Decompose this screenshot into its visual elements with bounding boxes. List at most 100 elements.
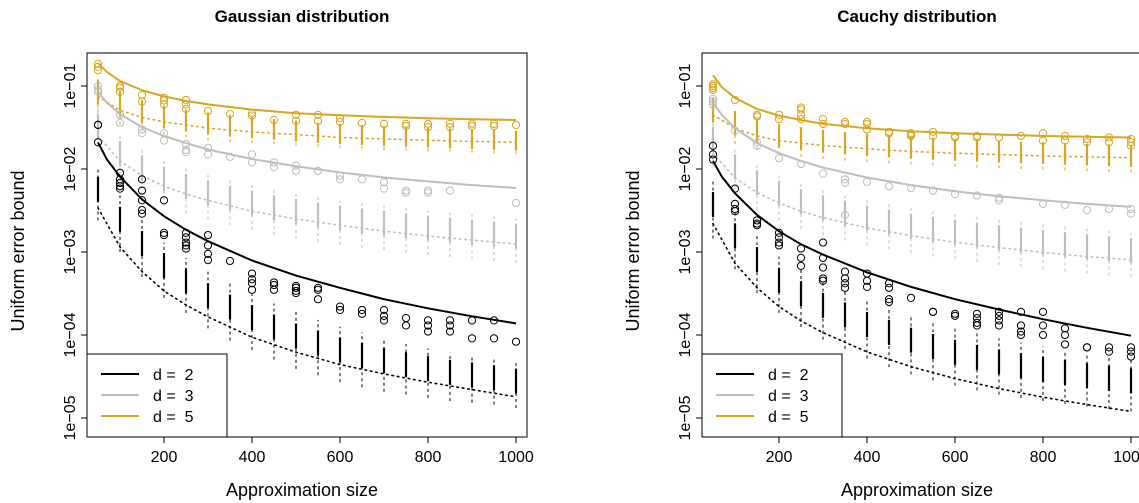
data-point	[313, 295, 323, 304]
plot-marks	[708, 74, 1136, 413]
data-point	[1060, 340, 1070, 349]
x-axis-label: Approximation size	[841, 480, 993, 500]
data-point	[357, 118, 367, 127]
data-point	[291, 286, 301, 295]
data-point	[137, 186, 147, 195]
data-point	[1126, 138, 1136, 147]
data-point	[994, 311, 1004, 320]
data-point	[181, 104, 191, 114]
data-point	[840, 283, 850, 292]
gaussian-panel: Gaussian distribution Approximation size…	[8, 7, 534, 500]
chart-title: Gaussian distribution	[215, 7, 390, 26]
data-point	[840, 267, 850, 276]
data-point	[796, 261, 806, 271]
y-tick-label: 1e−02	[62, 146, 79, 191]
data-point	[335, 305, 345, 315]
data-point	[401, 313, 411, 323]
data-point	[752, 138, 762, 147]
x-tick-label: 600	[942, 449, 969, 466]
data-point	[774, 233, 784, 242]
data-point	[159, 228, 169, 237]
data-point	[401, 121, 411, 131]
data-point	[730, 204, 740, 214]
data-point	[796, 110, 806, 119]
data-point	[137, 205, 147, 215]
data-point	[840, 274, 850, 283]
x-tick-label: 600	[327, 449, 354, 466]
y-tick-label: 1e−05	[677, 395, 694, 440]
data-point	[884, 295, 894, 304]
y-tick-label: 1e−02	[677, 146, 694, 191]
data-point	[313, 283, 323, 292]
data-point	[445, 321, 455, 330]
data-point	[818, 169, 828, 178]
data-point	[291, 116, 301, 125]
y-tick-label: 1e−03	[62, 229, 79, 274]
data-point	[93, 59, 103, 68]
data-point	[313, 285, 323, 294]
data-point	[1104, 343, 1114, 352]
data-point	[467, 121, 477, 131]
y-tick-labels: 1e−05 1e−04 1e−03 1e−02 1e−01	[62, 63, 87, 440]
data-point	[269, 280, 279, 290]
data-point	[950, 309, 960, 318]
data-point	[401, 119, 411, 128]
data-point	[862, 125, 872, 134]
reference-line	[97, 95, 517, 144]
plot-marks	[93, 59, 521, 408]
data-point	[159, 230, 169, 240]
x-tick-labels: 200 400 600 800 1000	[151, 437, 534, 466]
data-point	[708, 100, 718, 109]
data-point	[1082, 134, 1092, 144]
data-point	[203, 255, 213, 265]
data-point	[1060, 330, 1070, 340]
data-point	[379, 119, 389, 128]
data-point	[1038, 330, 1048, 340]
data-point	[423, 316, 433, 325]
chart-title: Cauchy distribution	[837, 7, 997, 26]
data-point	[774, 154, 784, 163]
data-point	[511, 120, 521, 130]
data-point	[708, 150, 718, 159]
data-point	[335, 117, 345, 126]
data-point	[203, 249, 213, 258]
data-point	[269, 163, 279, 172]
data-point	[357, 305, 367, 315]
data-point	[796, 105, 806, 114]
data-point	[313, 166, 323, 175]
data-point	[269, 285, 279, 294]
data-point	[445, 186, 455, 195]
data-point	[1016, 327, 1026, 336]
y-tick-label: 1e−01	[62, 63, 79, 108]
data-point	[115, 182, 125, 191]
x-tick-label: 1000	[498, 449, 534, 466]
legend-label-d2: d = 2	[153, 367, 194, 384]
data-point	[752, 110, 762, 119]
data-point	[225, 256, 235, 266]
data-point	[862, 276, 872, 285]
data-point	[994, 193, 1004, 202]
data-point	[862, 177, 872, 186]
data-point	[1126, 352, 1136, 361]
data-point	[1104, 347, 1114, 356]
x-tick-labels: 200 400 600 800 1000	[766, 437, 1139, 466]
data-point	[1060, 324, 1070, 333]
y-tick-labels: 1e−05 1e−04 1e−03 1e−02 1e−01	[677, 63, 702, 440]
data-point	[884, 182, 894, 191]
data-point	[511, 198, 521, 208]
data-point	[159, 196, 169, 205]
data-point	[181, 147, 191, 157]
data-point	[1126, 347, 1136, 356]
data-point	[840, 178, 850, 188]
reference-line	[712, 152, 1132, 261]
data-point	[93, 81, 103, 91]
data-point	[203, 150, 213, 159]
data-point	[379, 184, 389, 193]
data-point	[1126, 141, 1136, 150]
bound-curve	[712, 74, 1132, 139]
data-point	[181, 244, 191, 253]
data-point	[840, 210, 850, 219]
data-point	[181, 145, 191, 154]
x-tick-label: 800	[415, 449, 442, 466]
